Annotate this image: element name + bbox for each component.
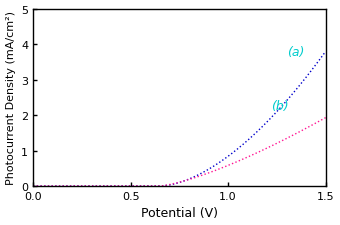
X-axis label: Potential (V): Potential (V) — [141, 207, 218, 219]
Y-axis label: Photocurrent Density (mA/cm²): Photocurrent Density (mA/cm²) — [5, 11, 16, 184]
Text: (b): (b) — [271, 99, 289, 112]
Text: (a): (a) — [287, 45, 304, 58]
